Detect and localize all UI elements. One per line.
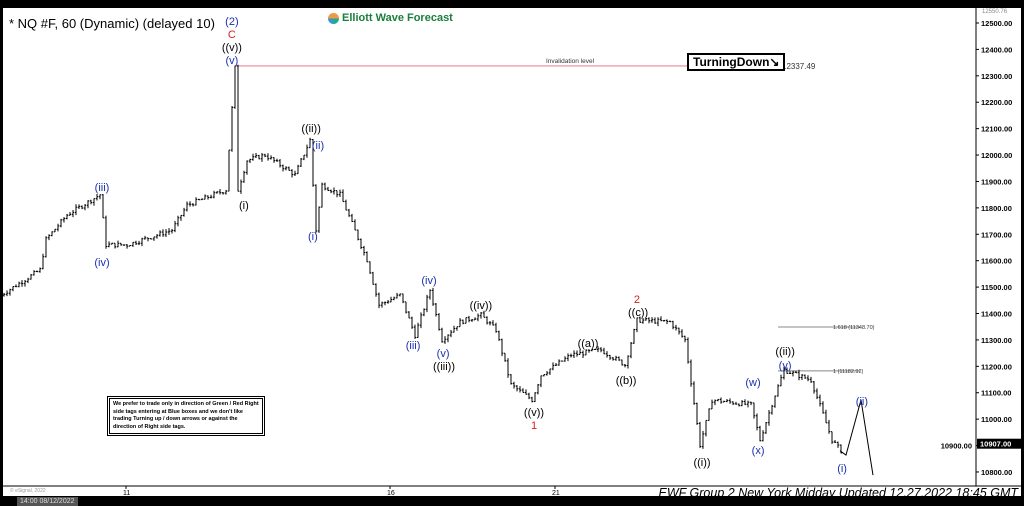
price-tick-label: 11200.00 [981, 362, 1012, 371]
wave-label: (iv) [421, 275, 436, 287]
price-tick-label: 11500.00 [981, 283, 1012, 292]
chart-title: * NQ #F, 60 (Dynamic) (delayed 10) [9, 16, 215, 31]
wave-label: (ii) [312, 140, 324, 152]
price-chart[interactable]: 12550.76 12500.00 12400.00 12300.00 12200.00… [3, 8, 1021, 496]
wave-label: ((iv)) [470, 300, 493, 312]
projection-path [839, 399, 874, 476]
wave-label: (i) [308, 231, 318, 243]
chart-frame: 12550.76 12500.00 12400.00 12300.00 12200.00… [3, 8, 1021, 506]
price-axis-top-label: 12550.76 [982, 9, 1008, 15]
logo-text: Elliott Wave Forecast [342, 12, 453, 24]
datetime-box: 14:00 08/12/2022 [17, 497, 78, 506]
logo: Elliott Wave Forecast [325, 12, 456, 24]
price-tick-label: 10800.00 [981, 468, 1012, 477]
wave-label: (2) [225, 16, 238, 28]
wave-label: (i) [239, 200, 249, 212]
wave-label: (w) [745, 377, 760, 389]
wave-label: ((ii)) [775, 346, 795, 358]
time-tick-label: 11 [123, 490, 130, 496]
copyright: © eSignal, 2022 [10, 488, 46, 494]
wave-label: 1 [531, 420, 537, 432]
fib-label: 1.618 (11348.70) [833, 325, 875, 331]
wave-label: ((c)) [628, 307, 648, 319]
price-tick-label: 11300.00 [981, 336, 1012, 345]
wave-label: ((b)) [616, 375, 637, 387]
fib-label: 1 (11182.92) [833, 369, 864, 375]
wave-label: (v) [225, 55, 238, 67]
wave-label: ((iii)) [433, 361, 455, 373]
price-tick-label: 10900.00 [941, 442, 972, 451]
wave-label: (ii) [856, 396, 868, 408]
footer-update: EWF Group 2 New York Midday Updated 12.2… [658, 486, 1018, 500]
wave-label: (v) [437, 348, 450, 360]
price-tick-label: 12200.00 [981, 98, 1012, 107]
price-tick-label: 12000.00 [981, 151, 1012, 160]
turning-down-tag: TurningDown↘ [687, 53, 786, 71]
wave-label: (iii) [95, 182, 110, 194]
price-tick-label: 11800.00 [981, 204, 1012, 213]
logo-icon [328, 12, 339, 24]
wave-label: 2 [634, 294, 640, 306]
invalidation-label: Invalidation level [546, 58, 595, 65]
wave-label: ((v)) [222, 42, 242, 54]
wave-label: ((a)) [578, 338, 599, 350]
last-price-box [977, 438, 1021, 449]
price-tick-label: 12400.00 [981, 45, 1012, 54]
wave-label: ((v)) [524, 407, 544, 419]
wave-label: (iii) [406, 340, 421, 352]
wave-label: C [228, 29, 236, 41]
last-price-label: 10907.00 [980, 440, 1011, 449]
price-tick-label: 11100.00 [981, 389, 1011, 398]
wave-label: (i) [837, 463, 847, 475]
price-tick-label: 11700.00 [981, 230, 1012, 239]
disclaimer-note: We prefer to trade only in direction of … [107, 396, 265, 436]
wave-label: (iv) [94, 257, 109, 269]
wave-label: ((i)) [693, 457, 710, 469]
price-tick-label: 11900.00 [981, 177, 1012, 186]
time-tick-label: 16 [387, 490, 395, 496]
price-tick-label: 11400.00 [981, 310, 1012, 319]
price-tick-label: 12300.00 [981, 72, 1012, 81]
price-tick-label: 11000.00 [981, 415, 1012, 424]
wave-label: ((ii)) [301, 123, 321, 135]
time-tick-label: 21 [552, 490, 560, 496]
wave-label: (y) [779, 360, 792, 372]
price-tick-label: 11600.00 [981, 257, 1012, 266]
wave-label: (x) [752, 445, 765, 457]
invalidation-value: 12337.49 [782, 62, 816, 71]
price-tick-label: 12500.00 [981, 19, 1012, 28]
price-tick-label: 12100.00 [981, 125, 1012, 134]
